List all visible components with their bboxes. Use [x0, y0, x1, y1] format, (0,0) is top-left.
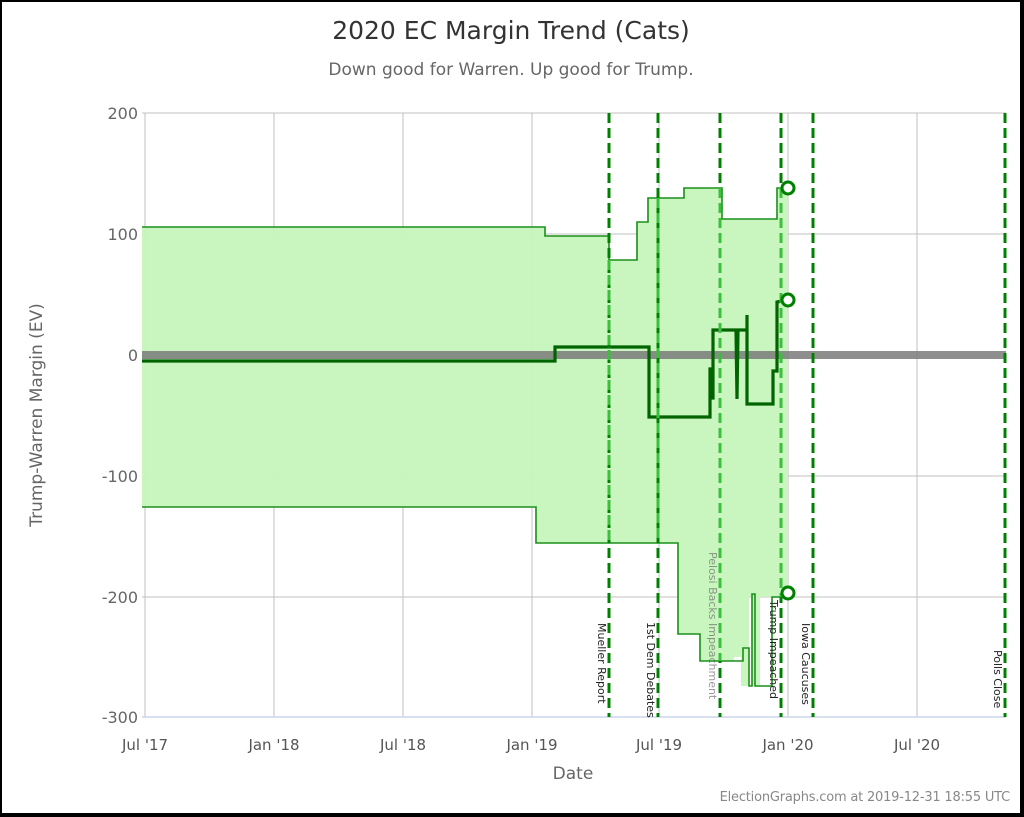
svg-text:-300: -300 — [102, 708, 138, 727]
trump-best-case-marker — [780, 180, 796, 196]
expected-marker — [780, 292, 796, 308]
event-label-mueller: Mueller Report — [595, 623, 608, 704]
svg-text:-100: -100 — [102, 467, 138, 486]
event-label-dem-debates: 1st Dem Debates — [644, 622, 657, 718]
credit-text: ElectionGraphs.com at 2019-12-31 18:55 U… — [719, 790, 1011, 805]
warren-best-case-line — [142, 506, 788, 687]
range-band — [142, 188, 788, 686]
event-label-trump-impeached: Trump Impeached — [767, 599, 780, 699]
svg-text:Jan '19: Jan '19 — [505, 736, 557, 754]
expected-margin-line — [142, 298, 789, 419]
event-label-pelosi: Pelosi Backs Impeachment — [706, 552, 719, 700]
svg-text:Jan '18: Jan '18 — [247, 736, 299, 754]
chart-subtitle: Down good for Warren. Up good for Trump. — [328, 60, 694, 80]
svg-text:Jan '20: Jan '20 — [761, 736, 813, 754]
svg-text:Jul '18: Jul '18 — [379, 736, 426, 754]
svg-text:100: 100 — [107, 225, 138, 244]
x-tick-labels: Jul '17 Jan '18 Jul '18 Jan '19 Jul '19 … — [121, 736, 940, 754]
chart-title: 2020 EC Margin Trend (Cats) — [332, 16, 690, 45]
svg-text:200: 200 — [107, 104, 138, 123]
event-label-polls-close: Polls Close — [991, 650, 1004, 709]
trump-best-case-line — [142, 187, 788, 261]
svg-text:0: 0 — [128, 346, 138, 365]
warren-best-case-marker — [780, 585, 796, 601]
svg-text:-200: -200 — [102, 588, 138, 607]
x-axis-title: Date — [553, 764, 594, 784]
svg-text:Jul '20: Jul '20 — [893, 736, 940, 754]
y-tick-labels: 200 100 0 -100 -200 -300 — [102, 104, 138, 727]
svg-text:Jul '17: Jul '17 — [121, 736, 168, 754]
y-axis-title: Trump-Warren Margin (EV) — [27, 303, 47, 528]
svg-text:Jul '19: Jul '19 — [635, 736, 682, 754]
event-lines-in-band — [607, 188, 783, 661]
end-markers — [780, 180, 796, 601]
event-label-iowa: Iowa Caucuses — [799, 623, 812, 705]
